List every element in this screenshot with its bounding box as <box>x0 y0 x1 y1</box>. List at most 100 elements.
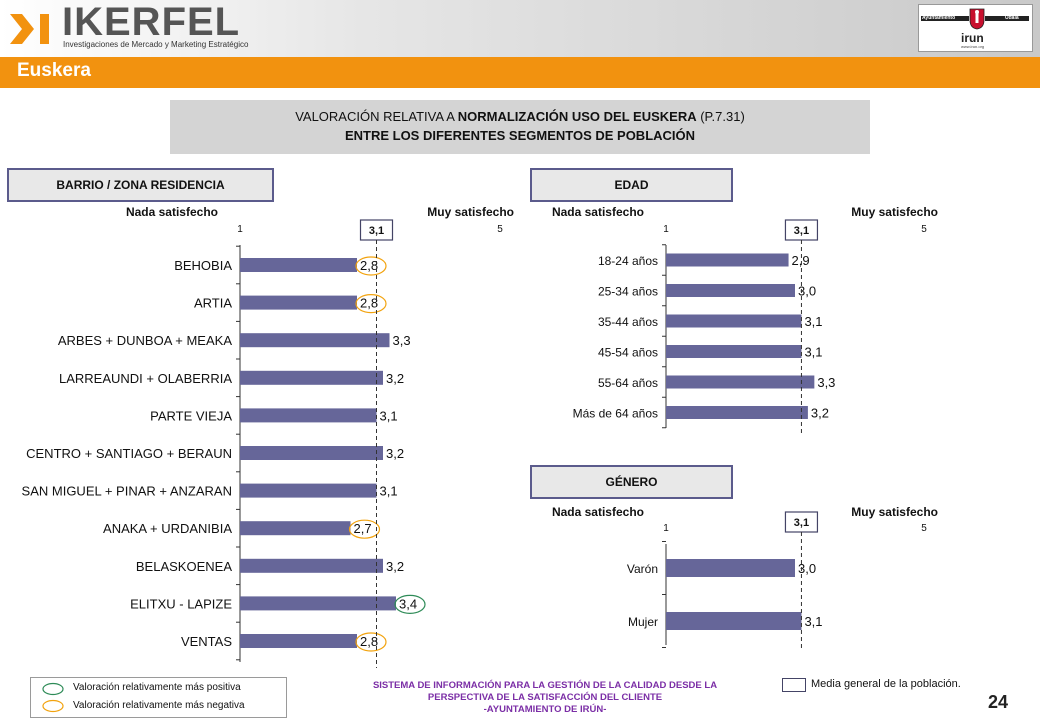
barrio-bar <box>240 596 396 611</box>
barrio-data-label: 3,1 <box>380 408 398 423</box>
edad-category-label: 25-34 años <box>598 285 658 299</box>
barrio-bar <box>240 521 351 536</box>
genero-category-label: Mujer <box>628 615 658 629</box>
footer-line-2: PERSPECTIVA DE LA SATISFACCIÓN DEL CLIEN… <box>427 692 663 703</box>
barrio-bar <box>240 446 383 460</box>
edad-bar <box>666 375 815 389</box>
barrio-category-label: VENTAS <box>181 634 232 649</box>
panel-header-edad: EDAD <box>530 168 733 202</box>
barrio-data-label: 3,2 <box>386 371 404 386</box>
irun-logo-right-label: Udala <box>1005 15 1019 21</box>
genero-scale-high-label: Muy satisfecho <box>851 505 938 519</box>
edad-bar <box>666 314 802 328</box>
barrio-category-label: PARTE VIEJA <box>150 408 232 423</box>
barrio-category-label: SAN MIGUEL + PINAR + ANZARAN <box>22 484 232 499</box>
irun-logo-word: irun <box>961 31 984 45</box>
barrio-tick-label: 5 <box>497 224 503 235</box>
genero-tick-label: 1 <box>663 523 669 534</box>
barrio-negative-highlight-marker <box>355 632 387 652</box>
barrio-category-label: ANAKA + URDANIBIA <box>103 521 232 536</box>
edad-tick-label: 5 <box>921 224 927 235</box>
barrio-data-label: 3,1 <box>380 484 398 499</box>
edad-category-label: 35-44 años <box>598 315 658 329</box>
barrio-data-label: 2,8 <box>360 258 378 273</box>
legend-positive-label: Valoración relativamente más positiva <box>73 682 241 693</box>
barrio-bar <box>240 483 377 498</box>
barrio-tick-label: 1 <box>237 224 243 235</box>
legend-negative-label: Valoración relativamente más negativa <box>73 700 245 711</box>
section-bar: Euskera <box>0 57 1040 88</box>
page-number: 24 <box>988 692 1009 712</box>
footer-line-1: SISTEMA DE INFORMACIÓN PARA LA GESTIÓN D… <box>372 680 718 691</box>
barrio-category-label: BELASKOENEA <box>136 559 232 574</box>
barrio-category-label: ARBES + DUNBOA + MEAKA <box>58 333 232 348</box>
panel-header-genero: GÉNERO <box>530 465 733 499</box>
edad-category-label: Más de 64 años <box>573 407 658 421</box>
barrio-bar <box>240 295 357 310</box>
barrio-data-label: 2,8 <box>360 296 378 311</box>
edad-data-label: 3,0 <box>798 284 816 299</box>
barrio-scale-low-label: Nada satisfecho <box>126 205 218 219</box>
barrio-data-label: 3,2 <box>386 446 404 461</box>
negative-marker-icon <box>42 699 64 713</box>
panel-header-barrio: BARRIO / ZONA RESIDENCIA <box>7 168 274 202</box>
barrio-bar <box>240 333 390 348</box>
edad-category-label: 55-64 años <box>598 376 658 390</box>
barrio-data-label: 2,8 <box>360 634 378 649</box>
edad-scale-low-label: Nada satisfecho <box>552 205 644 219</box>
edad-data-label: 3,2 <box>811 406 829 421</box>
barrio-positive-highlight-marker <box>394 594 426 615</box>
genero-bar <box>666 612 802 630</box>
mean-legend-swatch <box>782 678 806 692</box>
edad-category-label: 18-24 años <box>598 254 658 268</box>
legend-box: Valoración relativamente más positiva Va… <box>30 677 287 718</box>
barrio-category-label: ELITXU - LAPIZE <box>130 596 232 611</box>
genero-mean-label: 3,1 <box>794 517 809 529</box>
edad-data-label: 3,1 <box>804 314 822 329</box>
edad-bar <box>666 284 795 297</box>
edad-tick-label: 1 <box>663 224 669 235</box>
edad-bar <box>666 345 802 358</box>
edad-category-label: 45-54 años <box>598 346 658 360</box>
barrio-category-label: CENTRO + SANTIAGO + BERAUN <box>26 446 232 461</box>
genero-scale-low-label: Nada satisfecho <box>552 505 644 519</box>
barrio-category-label: BEHOBIA <box>174 258 232 273</box>
barrio-negative-highlight-marker <box>355 256 387 276</box>
edad-data-label: 2,9 <box>792 253 810 268</box>
edad-data-label: 3,3 <box>817 375 835 390</box>
barrio-data-label: 3,3 <box>393 333 411 348</box>
genero-category-label: Varón <box>627 562 658 576</box>
main-title-bold: NORMALIZACIÓN USO DEL EUSKERA <box>457 109 697 124</box>
barrio-category-label: ARTIA <box>194 296 232 311</box>
barrio-negative-highlight-marker <box>348 519 381 539</box>
barrio-bar <box>240 634 357 648</box>
edad-mean-label: 3,1 <box>794 225 809 237</box>
barrio-data-label: 3,4 <box>399 596 417 611</box>
ikerfel-logo-mark <box>10 14 49 44</box>
footer-line-3: -AYUNTAMIENTO DE IRÚN- <box>483 704 607 715</box>
genero-data-label: 3,0 <box>798 561 816 576</box>
edad-bar <box>666 253 789 267</box>
edad-scale-high-label: Muy satisfecho <box>851 205 938 219</box>
brand-name: IKERFEL <box>62 0 241 44</box>
barrio-mean-label: 3,1 <box>369 225 384 237</box>
main-title-line2: ENTRE LOS DIFERENTES SEGMENTOS DE POBLAC… <box>344 128 696 143</box>
genero-bar <box>666 559 795 577</box>
footer-text: SISTEMA DE INFORMACIÓN PARA LA GESTIÓN D… <box>310 680 780 716</box>
edad-data-label: 3,1 <box>804 345 822 360</box>
irun-logo-url: www.irun.org <box>961 44 985 49</box>
irun-crest-icon <box>969 8 985 30</box>
main-title-prefix: VALORACIÓN RELATIVA A <box>295 109 458 124</box>
header-banner: IKERFEL Investigaciones de Mercado y Mar… <box>0 0 1040 57</box>
brand-tagline: Investigaciones de Mercado y Marketing E… <box>63 40 249 49</box>
edad-bar <box>666 406 808 419</box>
barrio-bar <box>240 258 357 272</box>
barrio-bar <box>240 408 377 423</box>
barrio-bar <box>240 370 383 385</box>
barrio-bar <box>240 558 383 573</box>
genero-data-label: 3,1 <box>804 614 822 629</box>
barrio-category-label: LARREAUNDI + OLABERRIA <box>59 371 232 386</box>
barrio-data-label: 2,7 <box>354 521 372 536</box>
genero-tick-label: 5 <box>921 523 927 534</box>
